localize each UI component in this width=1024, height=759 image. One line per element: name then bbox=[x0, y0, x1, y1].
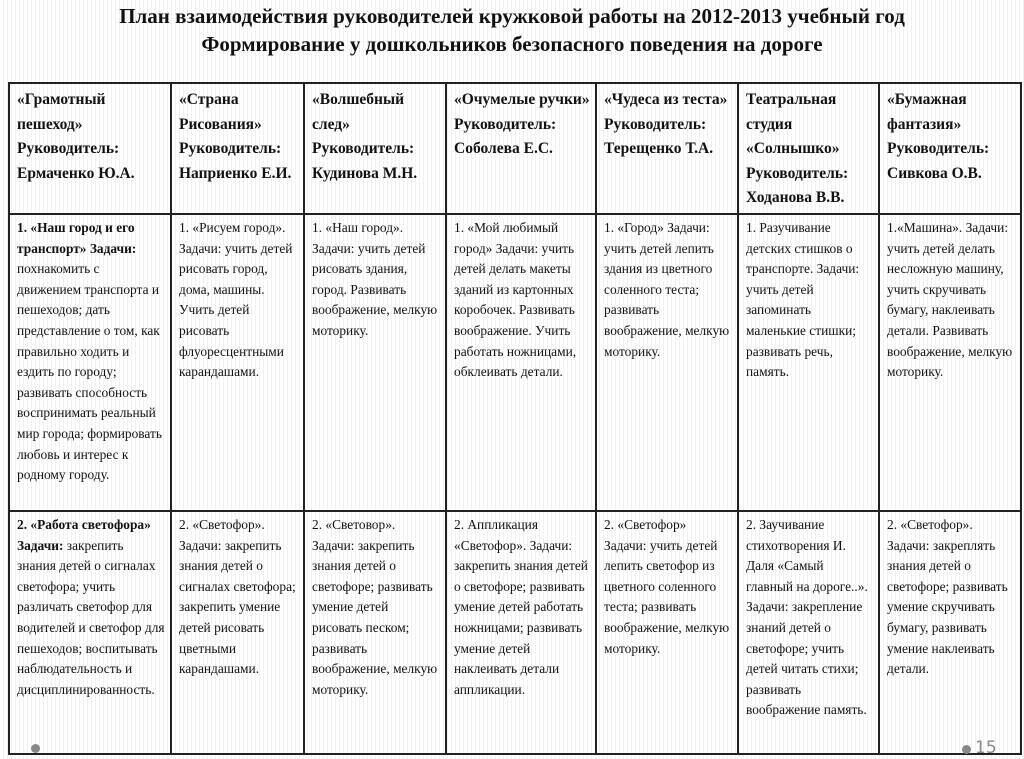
page-subtitle: Формирование у дошкольников безопасного … bbox=[201, 32, 823, 56]
table-cell: 1. «Наш город и его транспорт» Задачи: п… bbox=[8, 213, 172, 512]
table-cell: 2. «Светофор» Задачи: учить детей лепить… bbox=[595, 510, 739, 755]
table-cell: 2. «Светофор». Задачи: закреплять знания… bbox=[878, 510, 1022, 755]
table-cell: 2. Заучивание стихотворения И. Даля «Сам… bbox=[737, 510, 880, 755]
plan-table: «Грамотный пешеход» Руководитель: Ермаче… bbox=[8, 82, 1022, 755]
header-cell: «Очумелые ручки» Руководитель: Соболева … bbox=[445, 82, 597, 215]
header-cell: «Бумажная фантазия» Руководитель: Сивков… bbox=[878, 82, 1022, 215]
page-number: 15 bbox=[975, 738, 997, 758]
table-cell: 1. «Мой любимый город» Задачи: учить дет… bbox=[445, 213, 597, 512]
topic-title: 1. «Наш город и его транспорт» Задачи: bbox=[17, 220, 137, 256]
table-header-row: «Грамотный пешеход» Руководитель: Ермаче… bbox=[8, 82, 1022, 215]
table-cell: 1. «Рисуем город». Задачи: учить детей р… bbox=[170, 213, 305, 512]
table-cell: 2. «Светофор». Задачи: закрепить знания … bbox=[170, 510, 305, 755]
table-cell: 1. «Наш город». Задачи: учить детей рисо… bbox=[303, 213, 447, 512]
table-cell: 1. «Город» Задачи: учить детей лепить зд… bbox=[595, 213, 739, 512]
page-title: План взаимодействия руководителей кружко… bbox=[119, 4, 905, 28]
table-row: 2. «Работа светофора» Задачи: закрепить … bbox=[8, 510, 1022, 755]
header-cell: «Волшебный след» Руководитель: Кудинова … bbox=[303, 82, 447, 215]
topic-title: 2. «Работа светофора» Задачи: bbox=[17, 517, 151, 553]
table-row: 1. «Наш город и его транспорт» Задачи: п… bbox=[8, 213, 1022, 512]
table-cell: 1. Разучивание детских стишков о транспо… bbox=[737, 213, 880, 512]
header-cell: «Грамотный пешеход» Руководитель: Ермаче… bbox=[8, 82, 172, 215]
table-cell: 1.«Машина». Задачи: учить детей делать н… bbox=[878, 213, 1022, 512]
header-cell: «Страна Рисования» Руководитель: Наприен… bbox=[170, 82, 305, 215]
table-cell: 2. «Световор». Задачи: закрепить знания … bbox=[303, 510, 447, 755]
bullet-dot-icon bbox=[31, 744, 40, 753]
topic-text: похнакомить с движением транспорта и пеш… bbox=[17, 261, 162, 483]
table-cell: 2. Аппликация «Светофор». Задачи: закреп… bbox=[445, 510, 597, 755]
table-cell: 2. «Работа светофора» Задачи: закрепить … bbox=[8, 510, 172, 755]
bullet-dot-icon bbox=[962, 745, 971, 754]
topic-text: закрепить знания детей о сигналах светоф… bbox=[17, 537, 165, 697]
header-cell: Театральная студия «Солнышко» Руководите… bbox=[737, 82, 880, 215]
header-cell: «Чудеса из теста» Руководитель: Терещенк… bbox=[595, 82, 739, 215]
